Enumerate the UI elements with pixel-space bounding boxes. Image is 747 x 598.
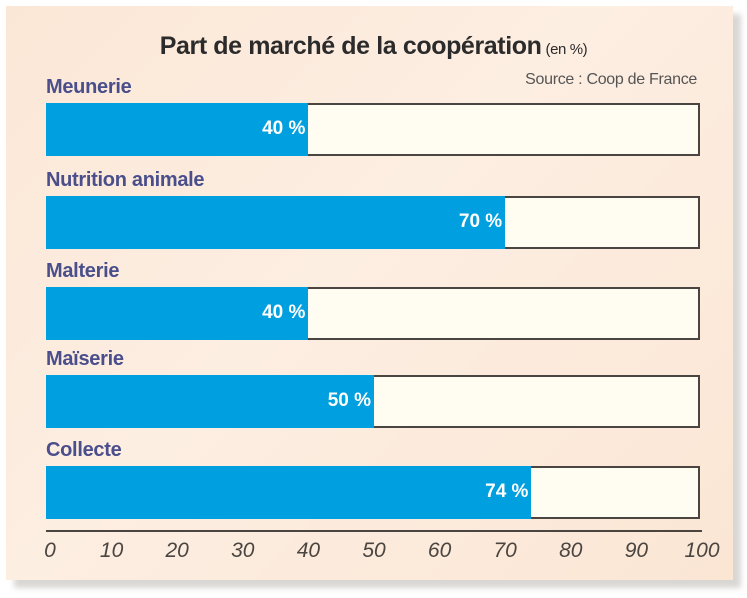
- bar: [46, 466, 532, 519]
- chart-source: Source : Coop de France: [525, 71, 697, 88]
- bar-value-label: 40 %: [262, 118, 306, 139]
- x-tick-label: 90: [624, 539, 649, 562]
- x-tick-label: 60: [427, 539, 452, 562]
- bar-value-label: 50 %: [327, 390, 371, 411]
- bar: [46, 287, 309, 340]
- bar: [46, 196, 506, 249]
- bar-value-label: 74 %: [485, 481, 529, 502]
- x-tick-label: 20: [165, 539, 189, 562]
- x-tick-label: 30: [231, 539, 255, 562]
- x-tick-label: 40: [296, 539, 321, 562]
- bar: [46, 103, 309, 156]
- x-tick-label: 100: [684, 539, 720, 562]
- x-axis-line: [46, 530, 702, 532]
- chart-title: Part de marché de la coopération (en %): [0, 32, 747, 61]
- category-label: Collecte: [46, 439, 122, 461]
- bar-value-label: 40 %: [262, 302, 306, 323]
- bar-value-label: 70 %: [458, 211, 503, 232]
- category-label: Nutrition animale: [46, 169, 205, 191]
- x-tick-label: 50: [362, 539, 386, 562]
- category-label: Maïserie: [46, 348, 124, 370]
- x-tick-label: 10: [99, 539, 124, 562]
- chart-title-text: Part de marché de la coopération: [159, 32, 542, 60]
- category-label: Meunerie: [46, 76, 132, 98]
- x-tick-label: 70: [493, 539, 517, 562]
- category-label: Malterie: [46, 260, 120, 282]
- chart-title-unit: (en %): [545, 41, 588, 58]
- bar: [46, 375, 374, 428]
- x-tick-label: 0: [44, 539, 56, 562]
- x-tick-label: 80: [559, 539, 583, 562]
